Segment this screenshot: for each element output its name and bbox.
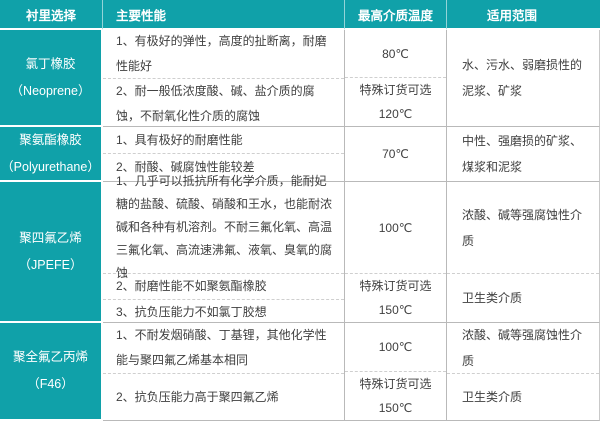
temperature-value: 80℃	[345, 30, 446, 78]
header-main-performance: 主要性能	[103, 0, 345, 30]
range-text: 中性、强磨损的矿浆、煤浆和泥浆	[462, 134, 583, 174]
lining-name: 聚四氟乙烯	[19, 230, 82, 245]
range-cell: 浓酸、碱等强腐蚀性介质 卫生类介质	[447, 323, 600, 421]
table-header-row: 衬里选择 主要性能 最高介质温度 适用范围	[0, 0, 600, 30]
range-text: 卫生类介质	[462, 291, 523, 305]
performance-cell: 1、具有极好的耐磨性能 2、耐酸、碱腐蚀性能较差	[103, 127, 345, 182]
lining-alias: （F46）	[27, 377, 74, 391]
header-lining-selection: 衬里选择	[0, 0, 103, 30]
temperature-special-order: 特殊订货可选 150℃	[345, 372, 446, 420]
lining-alias: （JPEFE）	[18, 257, 83, 272]
temperature-special-order: 特殊订货可选 150℃	[345, 274, 446, 322]
header-applicable-range: 适用范围	[447, 0, 600, 30]
performance-cell: 1、有极好的弹性，高度的扯断离，耐磨性能好 2、耐一般低浓度酸、碱、盐介质的腐蚀…	[103, 30, 345, 127]
lining-alias: （Neoprene）	[10, 83, 91, 98]
temperature-note: 特殊订货可选	[359, 83, 432, 97]
lining-alias: （Polyurethane）	[1, 159, 100, 174]
temperature-cell: 70℃	[345, 127, 447, 182]
lining-name-cell: 聚四氟乙烯 （JPEFE）	[0, 182, 103, 323]
range-text: 卫生类介质	[462, 390, 523, 404]
temperature-cell: 100℃ 特殊订货可选 150℃	[345, 182, 447, 323]
temperature-special-order: 特殊订货可选 120℃	[345, 78, 446, 126]
lining-name-cell: 氯丁橡胶 （Neoprene）	[0, 30, 103, 127]
performance-item: 2、抗负压能力高于聚四氟乙烯	[116, 389, 279, 404]
performance-item: 3、抗负压能力不如氯丁胶想	[116, 305, 267, 319]
performance-item: 2、耐磨性能不如聚氨酯橡胶	[103, 274, 344, 300]
performance-item: 2、耐酸、碱腐蚀性能较差	[116, 160, 255, 174]
temperature-value: 70℃	[382, 147, 409, 161]
performance-item: 1、不耐发烟硝酸、丁基锂，其他化学性能与聚四氟乙烯基本相同	[103, 323, 344, 374]
lining-name: 聚全氟乙丙烯	[12, 350, 88, 364]
range-text: 浓酸、碱等强腐蚀性介质	[447, 323, 599, 374]
temperature-value: 100℃	[345, 323, 446, 372]
performance-item: 1、几乎可以抵抗所有化学介质，能耐妃糖的盐酸、硫酸、硝酸和王水，也能耐浓碱和各种…	[103, 174, 344, 280]
lining-name: 聚氨酯橡胶	[19, 132, 82, 147]
range-text: 浓酸、碱等强腐蚀性介质	[447, 182, 599, 274]
range-text: 水、污水、弱磨损性的泥浆、矿浆	[462, 58, 583, 98]
performance-item: 1、有极好的弹性，高度的扯断离，耐磨性能好	[103, 30, 344, 79]
performance-cell: 1、几乎可以抵抗所有化学介质，能耐妃糖的盐酸、硫酸、硝酸和王水，也能耐浓碱和各种…	[103, 174, 345, 323]
performance-cell: 1、不耐发烟硝酸、丁基锂，其他化学性能与聚四氟乙烯基本相同 2、抗负压能力高于聚…	[103, 323, 345, 421]
header-max-medium-temperature: 最高介质温度	[345, 0, 447, 30]
performance-item: 2、耐一般低浓度酸、碱、盐介质的腐蚀，不耐氧化性介质的腐蚀	[116, 84, 315, 123]
temperature-cell: 100℃ 特殊订货可选 150℃	[345, 323, 447, 421]
performance-item: 1、具有极好的耐磨性能	[103, 127, 344, 154]
lining-name-cell: 聚氨酯橡胶 （Polyurethane）	[0, 127, 103, 182]
temperature-value: 120℃	[378, 107, 413, 121]
range-cell: 中性、强磨损的矿浆、煤浆和泥浆	[447, 127, 600, 182]
table-row-neoprene: 氯丁橡胶 （Neoprene） 1、有极好的弹性，高度的扯断离，耐磨性能好 2、…	[0, 30, 600, 127]
table-row-fep: 聚全氟乙丙烯 （F46） 1、不耐发烟硝酸、丁基锂，其他化学性能与聚四氟乙烯基本…	[0, 323, 600, 421]
temperature-value: 150℃	[378, 401, 413, 415]
temperature-value: 100℃	[345, 182, 446, 274]
range-cell: 水、污水、弱磨损性的泥浆、矿浆	[447, 30, 600, 127]
lining-name-cell: 聚全氟乙丙烯 （F46）	[0, 323, 103, 421]
temperature-note: 特殊订货可选	[359, 377, 432, 391]
temperature-note: 特殊订货可选	[359, 279, 432, 293]
lining-name: 氯丁橡胶	[25, 56, 76, 71]
temperature-cell: 80℃ 特殊订货可选 120℃	[345, 30, 447, 127]
table-row-ptfe: 聚四氟乙烯 （JPEFE） 1、几乎可以抵抗所有化学介质，能耐妃糖的盐酸、硫酸、…	[0, 174, 600, 323]
temperature-value: 150℃	[378, 303, 413, 317]
range-cell: 浓酸、碱等强腐蚀性介质 卫生类介质	[447, 182, 600, 323]
